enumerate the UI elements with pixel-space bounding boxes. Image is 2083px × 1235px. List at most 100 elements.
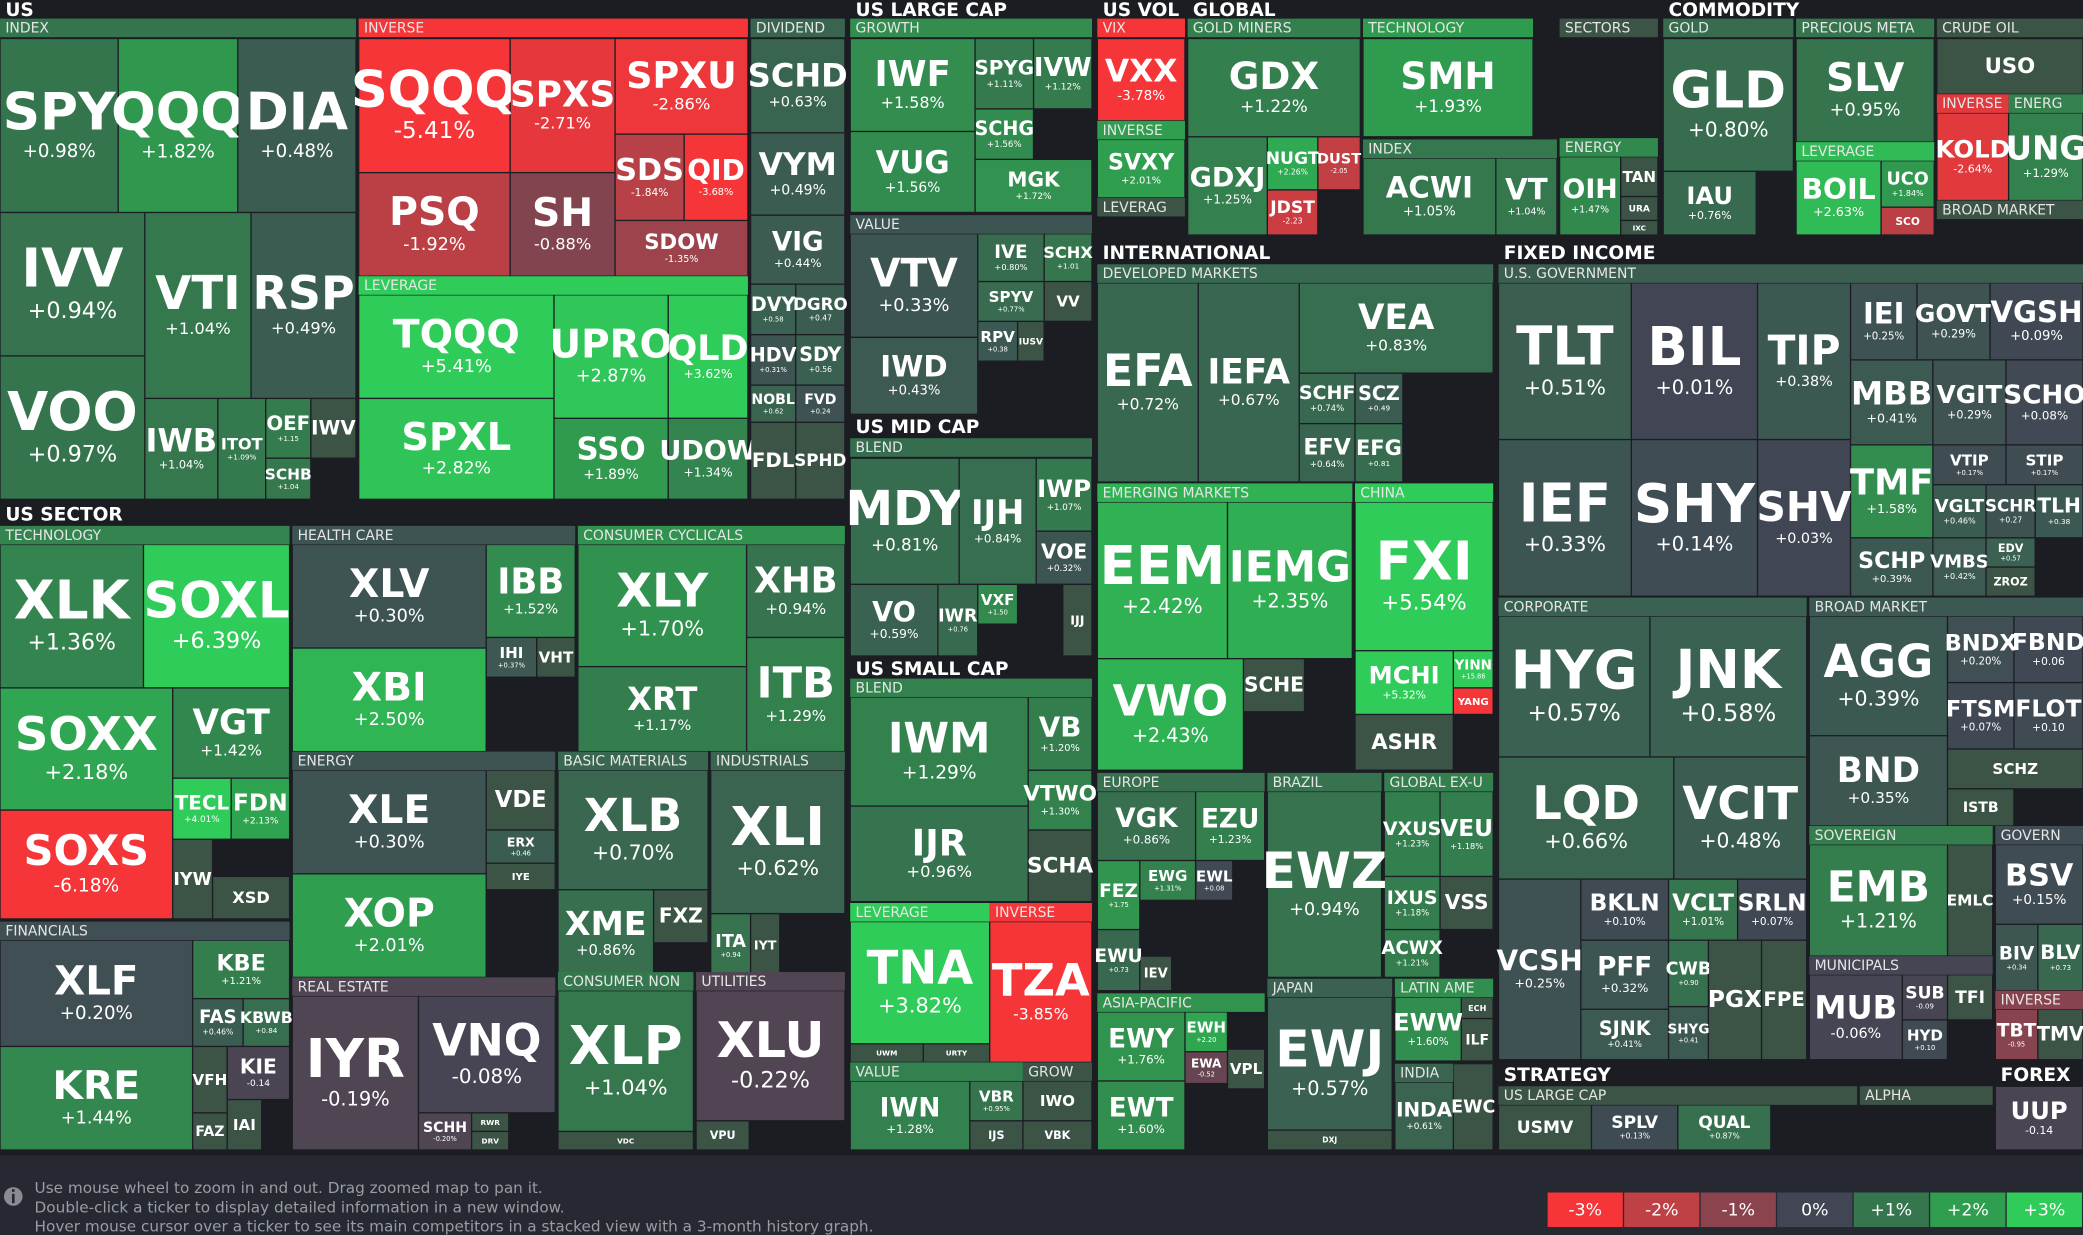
ticker-label[interactable]: UWM [876,1049,897,1058]
tile[interactable] [2014,616,2083,682]
ticker-tile[interactable]: VTIP+0.17% [1933,445,2006,485]
ticker-tile[interactable]: SCHF+0.74% [1299,373,1355,423]
ticker-tile[interactable]: KBE+1.21% [193,940,289,998]
ticker-label[interactable]: USMV [1517,1118,1574,1138]
ticker-label[interactable]: IWP [1037,474,1091,503]
ticker-label[interactable]: FPE [1763,988,1805,1011]
ticker-tile[interactable]: TQQQ+5.41% [359,295,554,398]
ticker-tile[interactable]: XLU-0.22% [696,991,845,1121]
change-label[interactable]: -2.64% [1953,163,1992,176]
tile[interactable] [1948,683,2014,749]
ticker-label[interactable]: BNDX [1945,630,2017,656]
ticker-label[interactable]: IWD [880,350,947,384]
ticker-label[interactable]: IWN [880,1093,941,1123]
ticker-tile[interactable]: XOP+2.01% [292,874,486,977]
ticker-label[interactable]: QLD [668,329,749,369]
tile[interactable] [227,1100,262,1150]
change-label[interactable]: +0.51% [1524,375,1606,399]
ticker-tile[interactable]: SCHD+0.63% [748,39,848,133]
tile[interactable] [1581,1009,1668,1060]
ticker-label[interactable]: BIL [1647,316,1741,378]
ticker-tile[interactable]: SMH+1.93% [1363,39,1533,137]
ticker-label[interactable]: SCHZ [1992,760,2038,778]
ticker-label[interactable]: UPRO [550,322,673,367]
ticker-tile[interactable]: VT+1.04% [1496,158,1557,235]
tile[interactable] [1851,445,1933,538]
ticker-tile[interactable]: VXX-3.78% [1097,39,1185,121]
ticker-tile[interactable]: SHY+0.14% [1631,440,1757,596]
change-label[interactable]: +0.95% [983,1105,1011,1113]
tile[interactable] [1384,930,1440,977]
change-label[interactable]: +0.73 [1108,966,1128,974]
ticker-tile[interactable]: TECL+4.01% [173,778,231,839]
tile[interactable] [292,874,486,977]
change-label[interactable]: +0.72% [1117,396,1179,414]
ticker-tile[interactable]: DUST-2.05 [1317,137,1361,190]
ticker-tile[interactable]: EWA-0.52 [1185,1052,1227,1083]
ticker-label[interactable]: XLF [54,957,138,1004]
change-label[interactable]: +0.57 [2000,555,2020,563]
tile[interactable] [1881,161,1934,207]
ticker-label[interactable]: VEA [1358,298,1435,338]
change-label[interactable]: +0.77% [997,306,1025,314]
ticker-tile[interactable]: BLV+0.73 [2038,924,2083,990]
change-label[interactable]: +0.46% [1943,515,1976,525]
tile[interactable] [1044,234,1092,281]
change-label[interactable]: +1.29% [2023,166,2069,180]
ticker-label[interactable]: SPYV [989,288,1034,306]
tile[interactable] [668,418,748,499]
ticker-label[interactable]: SJNK [1599,1017,1652,1040]
ticker-label[interactable]: VMBS [1930,552,1989,573]
ticker-label[interactable]: XBI [352,666,427,711]
ticker-label[interactable]: VCSH [1496,944,1582,977]
ticker-tile[interactable]: FDL [751,422,796,499]
ticker-label[interactable]: XLI [731,796,826,858]
change-label[interactable]: +0.25% [1863,332,1904,343]
change-label[interactable]: +0.98% [23,141,96,162]
ticker-label[interactable]: IEFA [1208,352,1291,392]
ticker-tile[interactable]: PGX [1708,940,1762,1060]
ticker-label[interactable]: KIE [240,1054,277,1078]
tile[interactable] [266,399,311,458]
ticker-tile[interactable]: VFH [193,1047,228,1113]
tile[interactable] [173,839,212,919]
change-label[interactable]: +1.70% [620,616,704,640]
ticker-label[interactable]: SHY [1634,473,1756,535]
change-label[interactable]: -6.18% [53,875,119,896]
ticker-tile[interactable]: BIL+0.01% [1631,283,1757,439]
ticker-tile[interactable]: FDN+2.13% [231,778,289,839]
ticker-tile[interactable]: ACWX+1.21% [1381,930,1443,977]
ticker-label[interactable]: VFH [193,1071,228,1089]
ticker-label[interactable]: SCHF [1299,382,1355,404]
ticker-label[interactable]: SOXS [24,827,149,875]
change-label[interactable]: +0.33% [879,296,950,316]
ticker-label[interactable]: EWL [1196,867,1233,885]
tile[interactable] [1299,424,1355,482]
change-label[interactable]: +0.27 [1999,515,2022,524]
change-label[interactable]: -2.86% [653,95,711,114]
tile[interactable] [1796,161,1881,235]
change-label[interactable]: +0.08 [1204,885,1224,893]
tile[interactable] [2006,360,2083,445]
ticker-tile[interactable]: UNG+1.29% [2005,113,2083,200]
change-label[interactable]: +0.41% [1607,1040,1642,1050]
change-label[interactable]: +0.49% [769,182,825,198]
change-label[interactable]: -1.35% [665,254,699,265]
ticker-tile[interactable]: UUP-0.14 [1995,1086,2083,1150]
ticker-label[interactable]: VUG [876,145,950,181]
tile[interactable] [1560,157,1621,235]
ticker-tile[interactable]: IWD+0.43% [850,337,978,414]
change-label[interactable]: +0.44% [774,256,821,270]
ticker-tile[interactable]: SCHP+0.39% [1851,538,1933,596]
ticker-tile[interactable]: TZA-3.85% [990,922,1092,1062]
ticker-tile[interactable]: IWV [311,399,356,458]
ticker-tile[interactable]: VGSH+0.09% [1990,283,2083,360]
tile[interactable] [1188,137,1267,235]
tile[interactable] [1948,749,2083,789]
tile[interactable] [1299,283,1493,373]
ticker-label[interactable]: VT [1505,172,1548,206]
ticker-tile[interactable]: IJS [970,1121,1023,1150]
ticker-label[interactable]: VTIP [1950,452,1989,470]
ticker-label[interactable]: EWC [1451,1098,1495,1118]
change-label[interactable]: +0.17% [1956,469,1984,477]
